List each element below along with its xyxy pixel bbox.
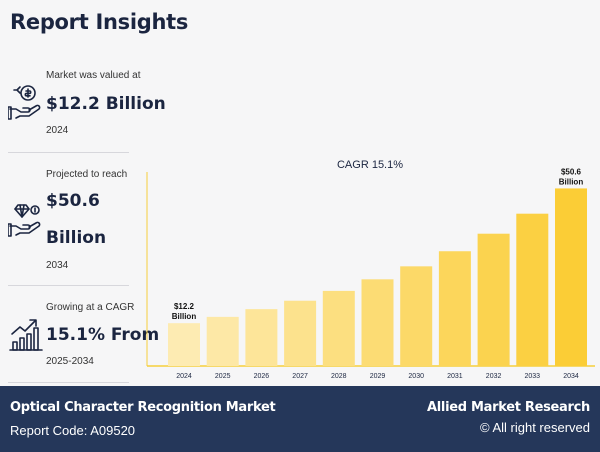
report-title: Optical Character Recognition Market [10, 400, 276, 415]
stat-label: Market was valued at [46, 70, 141, 81]
data-label: $50.6 [561, 167, 582, 176]
stat-label: Growing at a CAGR [46, 302, 135, 313]
bar [516, 213, 549, 366]
bar [438, 251, 471, 366]
stat-value: $12.2 Billion [46, 94, 166, 114]
page-title: Report Insights [10, 10, 189, 34]
stat-value: 15.1% From [46, 325, 160, 345]
x-tick-label: 2032 [486, 373, 502, 380]
data-label: $12.2 [174, 302, 195, 311]
divider [8, 152, 129, 153]
report-code: Report Code: A09520 [10, 423, 136, 438]
stat-year: 2025-2034 [46, 356, 94, 367]
divider [8, 285, 129, 286]
bar [361, 279, 394, 366]
bar [284, 300, 317, 366]
x-tick-label: 2024 [176, 373, 192, 380]
stat-value: $50.6 [46, 191, 100, 211]
stat-cagr: Growing at a CAGR 15.1% From 2025-2034 [8, 286, 159, 382]
bar [322, 290, 355, 366]
bar [477, 233, 510, 366]
x-tick-label: 2029 [370, 373, 386, 380]
stat-projected-value: Projected to reach $50.6 Billion 2034 [7, 153, 129, 285]
stat-year: 2034 [46, 260, 69, 271]
bar [400, 266, 433, 366]
x-tick-label: 2026 [254, 373, 270, 380]
bar [555, 188, 587, 366]
data-label: Billion [172, 312, 197, 321]
divider [8, 382, 129, 383]
stat-market-value: Market was valued at $12.2 Billion 2024 [7, 62, 166, 152]
x-tick-label: 2033 [525, 373, 541, 380]
data-label: Billion [559, 177, 584, 186]
bar [168, 323, 200, 366]
bar [245, 309, 278, 366]
chart-title: CAGR 15.1% [337, 159, 403, 171]
footer-bar: Optical Character Recognition Market Rep… [0, 386, 600, 452]
brand-name: Allied Market Research [427, 400, 590, 415]
x-tick-label: 2028 [331, 373, 347, 380]
stat-value: Billion [46, 228, 107, 248]
x-tick-label: 2030 [408, 373, 424, 380]
rights-text: © All right reserved [479, 420, 590, 435]
x-tick-label: 2034 [563, 373, 579, 380]
stat-year: 2024 [46, 125, 69, 136]
x-tick-label: 2025 [215, 373, 231, 380]
money-hand-icon [7, 82, 44, 122]
x-tick-label: 2031 [447, 373, 463, 380]
stat-label: Projected to reach [46, 169, 128, 180]
growth-chart-icon [8, 312, 44, 352]
x-tick-label: 2027 [292, 373, 308, 380]
bar-chart: CAGR 15.1% 2024 2025 2026 2027 2028 2029 2030 20… [140, 150, 600, 386]
bar [206, 316, 239, 366]
diamond-hand-icon [7, 199, 44, 239]
